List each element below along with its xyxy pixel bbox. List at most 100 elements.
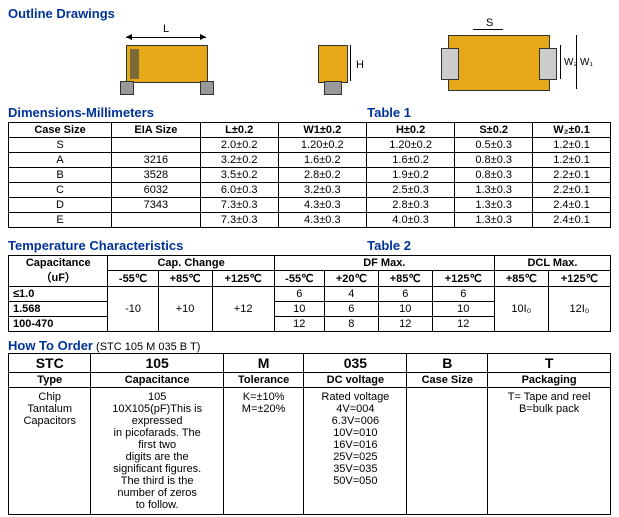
order-example: (STC 105 M 035 B T) [96, 341, 200, 353]
td: 12 [378, 317, 432, 332]
td: B [9, 168, 112, 183]
td: K=±10% M=±20% [223, 388, 304, 515]
td: 1.9±0.2 [366, 168, 454, 183]
th: 035 [304, 354, 407, 373]
td: 1.20±0.2 [278, 138, 366, 153]
td: 2.2±0.1 [533, 168, 611, 183]
th: +125℃ [548, 271, 610, 287]
td: 2.4±0.1 [533, 198, 611, 213]
outline-drawings-area: L H S W₂ W₁ [8, 23, 611, 101]
td: 3528 [112, 168, 201, 183]
td: 1.568 [9, 302, 108, 317]
td: T= Tape and reel B=bulk pack [488, 388, 611, 515]
pad-top-right [539, 48, 557, 80]
component-top [448, 35, 550, 91]
th: EIA Size [112, 123, 201, 138]
pad-side [324, 81, 342, 95]
th: B [407, 354, 488, 373]
dim-w1-line [576, 35, 577, 89]
td: C [9, 183, 112, 198]
td: +12 [212, 287, 274, 332]
td: 7343 [112, 198, 201, 213]
td: 3.5±0.2 [200, 168, 278, 183]
td: 2.0±0.2 [200, 138, 278, 153]
order-title: How To Order [8, 338, 93, 353]
th: +85℃ [494, 271, 548, 287]
th: STC [9, 354, 91, 373]
th: Capacitance [91, 373, 223, 388]
th: +85℃ [158, 271, 212, 287]
td: 100-470 [9, 317, 108, 332]
td: 2.5±0.3 [366, 183, 454, 198]
th: L±0.2 [200, 123, 278, 138]
th: Type [9, 373, 91, 388]
pad-right [200, 81, 214, 95]
td: 1.3±0.3 [455, 183, 533, 198]
td: 2.8±0.3 [366, 198, 454, 213]
th: W₂±0.1 [533, 123, 611, 138]
td: 2.8±0.2 [278, 168, 366, 183]
td: 6.0±0.3 [200, 183, 278, 198]
dim-l-arrow-left [126, 34, 132, 40]
td: 0.8±0.3 [455, 168, 533, 183]
td: E [9, 213, 112, 228]
dims-title: Dimensions-Millimeters [8, 105, 154, 120]
td: 4 [324, 287, 378, 302]
td: 1.3±0.3 [455, 213, 533, 228]
table-row: ≤1.0-10+10+12646610I₀12I₀ [9, 287, 611, 302]
td: 4.0±0.3 [366, 213, 454, 228]
dim-s-label: S [486, 17, 493, 29]
th: +20℃ [324, 271, 378, 287]
td: 12 [274, 317, 324, 332]
td: A [9, 153, 112, 168]
order-table: STC105M035BT TypeCapacitanceToleranceDC … [8, 353, 611, 515]
dim-s-line [473, 29, 503, 30]
td: 0.8±0.3 [455, 153, 533, 168]
table2-label: Table 2 [367, 238, 411, 253]
td: ≤1.0 [9, 287, 108, 302]
th: +125℃ [212, 271, 274, 287]
td: 0.5±0.3 [455, 138, 533, 153]
pad-top-left [441, 48, 459, 80]
table-row: S2.0±0.21.20±0.21.20±0.20.5±0.31.2±0.1 [9, 138, 611, 153]
td: 1.2±0.1 [533, 138, 611, 153]
table-row: Chip Tantalum Capacitors105 10X105(pF)Th… [9, 388, 611, 515]
td [407, 388, 488, 515]
th: +125℃ [432, 271, 494, 287]
th-df: DF Max. [274, 256, 494, 271]
td: 4.3±0.3 [278, 213, 366, 228]
dim-l-arrow-right [200, 34, 206, 40]
temp-title-row: Temperature Characteristics Table 2 [8, 234, 611, 255]
dim-w2-line [560, 45, 561, 79]
td: 12 [432, 317, 494, 332]
dim-l-line [126, 37, 206, 38]
table-row: A32163.2±0.21.6±0.21.6±0.20.8±0.31.2±0.1 [9, 153, 611, 168]
td: 1.6±0.2 [366, 153, 454, 168]
td: 3.2±0.3 [278, 183, 366, 198]
dimensions-table: Case Size EIA Size L±0.2 W1±0.2 H±0.2 S±… [8, 122, 611, 228]
td: S [9, 138, 112, 153]
td: 7.3±0.3 [200, 198, 278, 213]
table-row: B35283.5±0.22.8±0.21.9±0.20.8±0.32.2±0.1 [9, 168, 611, 183]
td [112, 213, 201, 228]
table-row: STC105M035BT [9, 354, 611, 373]
td [112, 138, 201, 153]
component-band [130, 49, 139, 79]
table-row: C60326.0±0.33.2±0.32.5±0.31.3±0.32.2±0.1 [9, 183, 611, 198]
table-row: E7.3±0.34.3±0.34.0±0.31.3±0.32.4±0.1 [9, 213, 611, 228]
dim-l-label: L [163, 23, 169, 35]
th: -55℃ [108, 271, 158, 287]
table-row: D73437.3±0.34.3±0.32.8±0.31.3±0.32.4±0.1 [9, 198, 611, 213]
td: 1.6±0.2 [278, 153, 366, 168]
td: 8 [324, 317, 378, 332]
td: 7.3±0.3 [200, 213, 278, 228]
td: 2.2±0.1 [533, 183, 611, 198]
td: 105 10X105(pF)This is expressed in picof… [91, 388, 223, 515]
th: DC voltage [304, 373, 407, 388]
temperature-table: Capacitance （uF） Cap. Change DF Max. DCL… [8, 255, 611, 332]
dim-h-label: H [356, 59, 364, 71]
dim-w1-label: W₁ [580, 57, 593, 68]
th-dcl: DCL Max. [494, 256, 610, 271]
th: T [488, 354, 611, 373]
table1-label: Table 1 [367, 105, 411, 120]
